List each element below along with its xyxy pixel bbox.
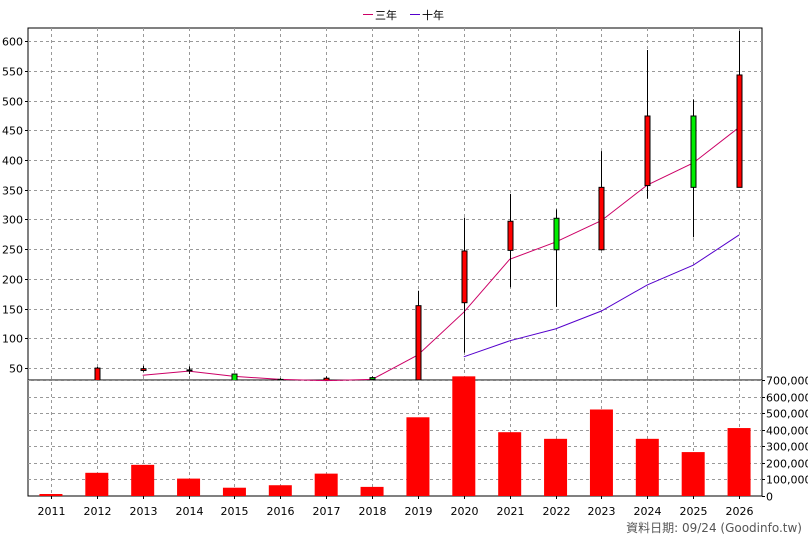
volume-tick-label: 700,000	[766, 375, 808, 388]
x-tick-label: 2019	[405, 505, 433, 518]
volume-tick-label: 0	[766, 491, 773, 504]
candle-body	[94, 367, 101, 380]
volume-bar	[268, 485, 292, 496]
volume-bar	[314, 473, 338, 496]
candle-body	[598, 186, 605, 251]
volume-bar	[589, 409, 613, 496]
x-tick-label: 2023	[588, 505, 616, 518]
price-tick-label: 300	[2, 214, 23, 227]
ma-three-year-line	[142, 126, 740, 382]
candle-body	[186, 369, 193, 372]
volume-tick-label: 600,000	[766, 392, 808, 405]
volume-tick-label: 100,000	[766, 474, 808, 487]
volume-bar	[177, 478, 201, 496]
volume-tick-label: 500,000	[766, 408, 808, 421]
data-date-footer: 資料日期: 09/24 (Goodinfo.tw)	[626, 521, 802, 535]
candle-body	[553, 217, 560, 251]
price-tick-label: 250	[2, 244, 23, 257]
candle-body	[231, 373, 238, 380]
x-tick-label: 2025	[680, 505, 708, 518]
volume-bar	[360, 486, 384, 496]
volume-bar	[544, 438, 568, 496]
candle-body	[507, 220, 514, 251]
price-tick-label: 100	[2, 333, 23, 346]
price-tick-label: 400	[2, 155, 23, 168]
price-tick-label: 50	[9, 363, 23, 376]
volume-tick-label: 400,000	[766, 425, 808, 438]
legend-label-1: 十年	[422, 8, 444, 22]
x-tick-label: 2022	[543, 505, 571, 518]
volume-bar	[452, 376, 476, 496]
candle-body	[369, 377, 376, 380]
candle-body	[736, 74, 743, 188]
x-tick-label: 2013	[130, 505, 158, 518]
price-tick-label: 500	[2, 96, 23, 109]
x-tick-label: 2014	[176, 505, 204, 518]
x-tick-label: 2018	[359, 505, 387, 518]
volume-tick-label: 200,000	[766, 458, 808, 471]
volume-bar	[85, 472, 109, 496]
legend-label-0: 三年	[375, 8, 397, 22]
x-tick-label: 2011	[38, 505, 66, 518]
volume-tick-label: 300,000	[766, 441, 808, 454]
volume-bar	[406, 417, 430, 496]
volume-bar	[222, 487, 246, 496]
price-tick-label: 150	[2, 304, 23, 317]
volume-bar	[498, 432, 522, 496]
candle-body	[644, 115, 651, 187]
price-tick-label: 600	[2, 36, 23, 49]
volume-bar	[39, 494, 63, 496]
price-tick-label: 200	[2, 274, 23, 287]
x-tick-label: 2021	[497, 505, 525, 518]
x-tick-label: 2017	[313, 505, 341, 518]
x-tick-label: 2024	[634, 505, 662, 518]
candle-body	[323, 377, 330, 380]
candle-body	[415, 305, 422, 380]
price-tick-label: 550	[2, 66, 23, 79]
x-tick-label: 2026	[726, 505, 754, 518]
volume-bar	[727, 428, 751, 496]
volume-bar	[131, 464, 155, 496]
candle-body	[277, 378, 284, 380]
candle-body	[690, 115, 697, 188]
candles-group	[94, 30, 743, 380]
volume-bar	[635, 438, 659, 496]
price-tick-label: 350	[2, 185, 23, 198]
price-tick-label: 450	[2, 125, 23, 138]
x-tick-label: 2016	[267, 505, 295, 518]
x-tick-label: 2015	[221, 505, 249, 518]
volume-bar	[681, 452, 705, 496]
price-panel-frame	[27, 27, 763, 381]
candle-body	[140, 368, 147, 371]
x-tick-label: 2020	[451, 505, 479, 518]
ma-ten-year-line	[463, 234, 740, 358]
x-tick-label: 2012	[84, 505, 112, 518]
candle-body	[461, 250, 468, 304]
